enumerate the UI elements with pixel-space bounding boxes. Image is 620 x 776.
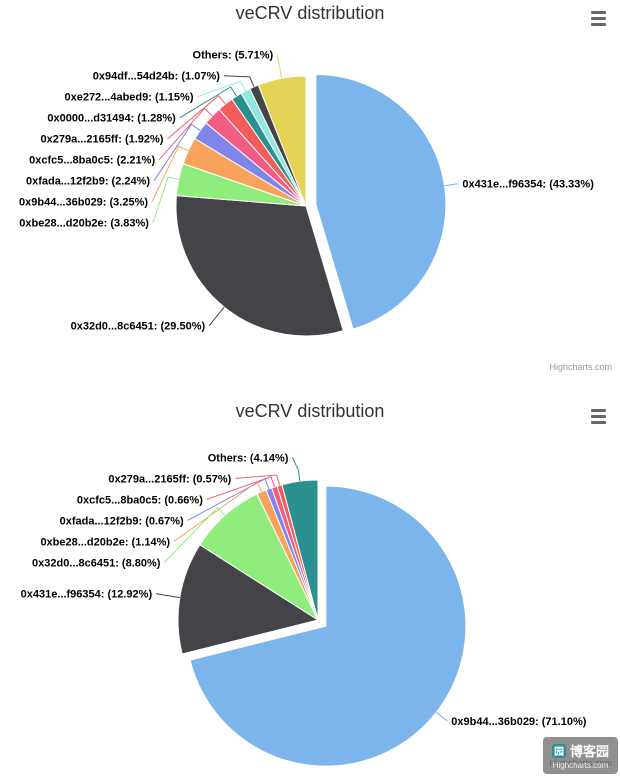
label-connector (153, 123, 201, 181)
chart-title: veCRV distribution (235, 401, 385, 421)
label-connector (276, 54, 283, 79)
label-connector (158, 107, 213, 161)
pie-data-label: Others: (4.14%) (208, 452, 289, 464)
label-connector (197, 80, 246, 98)
label-connector (167, 94, 226, 140)
pie-data-label: 0xe272...4abed9: (1.15%) (64, 92, 193, 104)
label-connector (292, 457, 301, 482)
pie-svg-top: 0x431e...f96354: (43.33%) Others: (5.71%)… (19, 50, 594, 337)
pie-slice[interactable] (175, 195, 344, 337)
pie-data-label: 0xfada...12f2b9: (2.24%) (26, 176, 150, 188)
label-connector (444, 183, 459, 187)
chart-context-menu-button[interactable] (587, 405, 610, 428)
label-connector (187, 478, 270, 521)
pie-data-label: 0x9b44...36b029: (3.25%) (19, 197, 148, 209)
label-connector (179, 86, 237, 119)
pie-data-label: 0x0000...d31494: (1.28%) (47, 113, 176, 125)
label-connector (173, 481, 262, 542)
pie-data-label: Others: (5.71%) (193, 50, 274, 62)
site-watermark: 园 博客园 Highcharts.com (542, 737, 618, 774)
pie-data-label: 0x32d0...8c6451: (29.50%) (71, 321, 206, 333)
pie-data-label: 0x9b44...36b029: (71.10%) (451, 716, 586, 728)
pie-data-label: 0xcfc5...8ba0c5: (0.66%) (77, 494, 203, 506)
pie-chart-bottom: 0x9b44...36b029: (71.10%) Others: (4.14%)… (0, 388, 620, 776)
pie-data-label: 0x32d0...8c6451: (8.80%) (32, 557, 161, 569)
pie-data-label: 0xcfc5...8ba0c5: (2.21%) (29, 155, 155, 167)
hamburger-icon (591, 415, 606, 418)
hamburger-icon (591, 11, 606, 14)
label-connector (206, 476, 275, 500)
chart-context-menu-button[interactable] (587, 7, 610, 30)
label-connector (223, 75, 255, 88)
pie-data-label: 0xbe28...d20b2e: (1.14%) (40, 536, 170, 548)
pie-data-label: 0x431e...f96354: (43.33%) (462, 179, 594, 191)
label-connector (156, 593, 180, 599)
label-connector (152, 176, 179, 223)
hamburger-icon (591, 17, 606, 20)
pie-data-label: 0xbe28...d20b2e: (3.83%) (19, 218, 149, 230)
chart-title: veCRV distribution (235, 3, 385, 23)
hamburger-icon (591, 23, 606, 26)
pie-chart-top: 0x431e...f96354: (43.33%) Others: (5.71%)… (19, 3, 612, 372)
label-connector (151, 145, 189, 202)
pie-slice[interactable] (315, 74, 447, 330)
hamburger-icon (591, 421, 606, 424)
pie-data-label: 0x279a...2165ff: (0.57%) (108, 473, 231, 485)
hamburger-icon (591, 409, 606, 412)
pie-svg-bottom: 0x9b44...36b029: (71.10%) Others: (4.14%)… (21, 452, 587, 767)
label-connector (208, 306, 225, 327)
label-connector (235, 474, 281, 486)
pie-data-label: 0x279a...2165ff: (1.92%) (41, 134, 164, 146)
watermark-text: 博客园 (569, 744, 609, 759)
pie-data-label: 0x431e...f96354: (12.92%) (21, 589, 153, 601)
label-connector (164, 506, 226, 563)
pie-slice[interactable] (281, 479, 319, 621)
pie-data-label: 0x94df...54d24b: (1.07%) (93, 71, 221, 83)
highcharts-credits-link[interactable]: Highcharts.com (549, 362, 612, 372)
pie-data-label: 0xfada...12f2b9: (0.67%) (60, 515, 184, 527)
watermark-subtext: Highcharts.com (552, 761, 609, 770)
cnblogs-logo-icon: 园 (551, 743, 566, 758)
label-connector (435, 711, 448, 722)
